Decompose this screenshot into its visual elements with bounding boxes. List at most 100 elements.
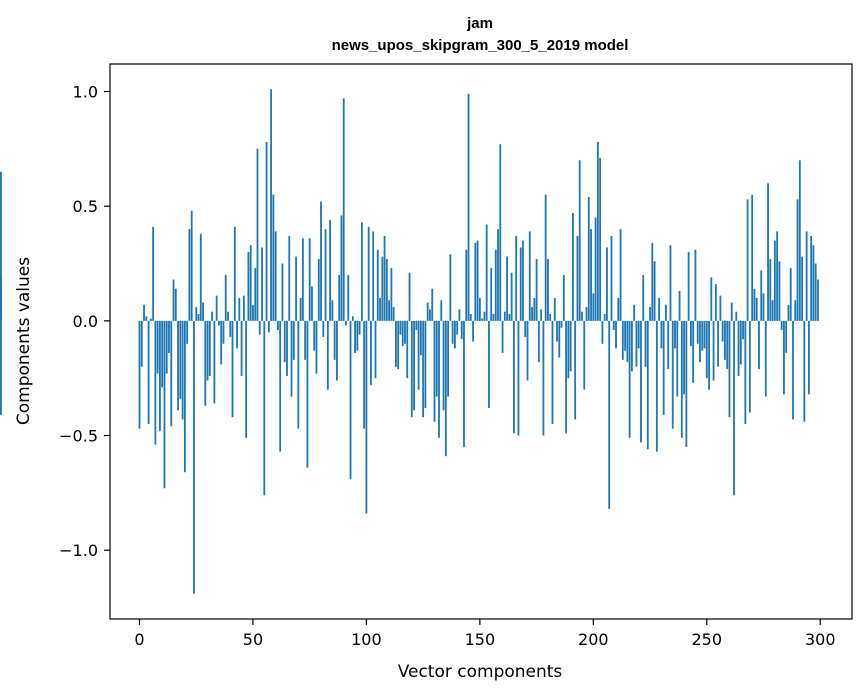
bar xyxy=(472,320,474,342)
bars-group xyxy=(0,89,819,594)
bar xyxy=(331,300,334,321)
x-axis-ticks: 0 50 100 150 200 250 300 xyxy=(134,619,836,649)
bar xyxy=(490,268,493,321)
bar xyxy=(478,297,481,321)
bar xyxy=(388,300,391,321)
bar xyxy=(531,307,533,321)
bar xyxy=(154,320,157,445)
bar xyxy=(619,229,622,321)
bar xyxy=(753,288,756,321)
bar xyxy=(424,320,427,409)
bar xyxy=(186,320,189,344)
bar xyxy=(395,320,397,367)
bar xyxy=(161,320,164,388)
bar xyxy=(342,98,345,321)
bar xyxy=(512,320,515,434)
bar xyxy=(315,320,318,374)
bar xyxy=(676,320,679,397)
bar xyxy=(803,320,806,422)
bar xyxy=(665,304,667,321)
bar xyxy=(444,320,447,457)
bar xyxy=(699,320,701,363)
bar xyxy=(374,320,377,379)
bar xyxy=(678,291,681,321)
bar xyxy=(290,320,293,397)
bar xyxy=(222,320,225,344)
bar xyxy=(347,274,350,321)
bar xyxy=(197,313,200,321)
bar xyxy=(748,320,751,413)
bar xyxy=(224,274,227,321)
bar xyxy=(227,311,229,321)
bar xyxy=(789,268,792,321)
bar xyxy=(181,320,184,420)
bar xyxy=(553,297,556,321)
bar xyxy=(497,229,499,321)
bar xyxy=(535,258,538,321)
bar xyxy=(628,320,631,438)
bar xyxy=(533,297,536,321)
bar xyxy=(379,297,381,321)
bar xyxy=(415,320,418,331)
bar xyxy=(351,316,354,321)
bar xyxy=(270,89,273,321)
bar xyxy=(165,320,168,374)
bar xyxy=(630,320,633,372)
bar xyxy=(322,320,325,337)
bar xyxy=(542,320,545,436)
bar xyxy=(376,249,379,321)
bar xyxy=(680,320,683,438)
bar xyxy=(810,236,813,321)
bar xyxy=(746,199,749,321)
bar xyxy=(717,320,720,367)
y-tick-label: 0.0 xyxy=(73,312,98,331)
bar xyxy=(812,245,815,321)
bar xyxy=(431,288,434,321)
bar xyxy=(0,274,2,321)
bar xyxy=(735,311,738,321)
bar xyxy=(805,231,808,321)
bar xyxy=(798,160,801,321)
bar xyxy=(787,304,790,321)
bar xyxy=(447,320,450,397)
bar xyxy=(277,320,279,331)
bar xyxy=(517,320,520,436)
bar xyxy=(526,320,529,381)
bar xyxy=(313,320,316,351)
bar xyxy=(651,242,654,321)
bar xyxy=(649,307,651,321)
bar xyxy=(274,231,277,321)
bar xyxy=(785,320,788,353)
bar xyxy=(174,288,177,321)
bar xyxy=(456,320,459,335)
bar xyxy=(728,320,731,418)
y-tick-label: 0.5 xyxy=(73,197,98,216)
bar xyxy=(252,304,254,321)
bar xyxy=(606,247,608,321)
bar xyxy=(773,240,776,321)
bar xyxy=(692,320,695,383)
bar xyxy=(689,320,692,347)
bar xyxy=(317,258,320,321)
bar xyxy=(218,320,220,326)
bar xyxy=(492,313,495,321)
bar xyxy=(152,226,155,321)
bar xyxy=(188,229,191,321)
bar xyxy=(522,240,524,321)
bar xyxy=(458,309,461,321)
bar xyxy=(156,320,159,374)
bar xyxy=(245,320,248,438)
bar xyxy=(349,320,352,480)
bar xyxy=(569,320,572,372)
x-tick-label: 150 xyxy=(465,630,496,649)
bar xyxy=(370,320,372,386)
y-tick-label: −1.0 xyxy=(59,541,98,560)
bar xyxy=(0,320,2,415)
bar xyxy=(247,252,250,321)
bar xyxy=(742,320,744,340)
bar xyxy=(360,222,363,321)
bar xyxy=(714,284,717,321)
bar xyxy=(621,320,624,360)
bar xyxy=(283,320,286,363)
bar xyxy=(172,279,175,321)
